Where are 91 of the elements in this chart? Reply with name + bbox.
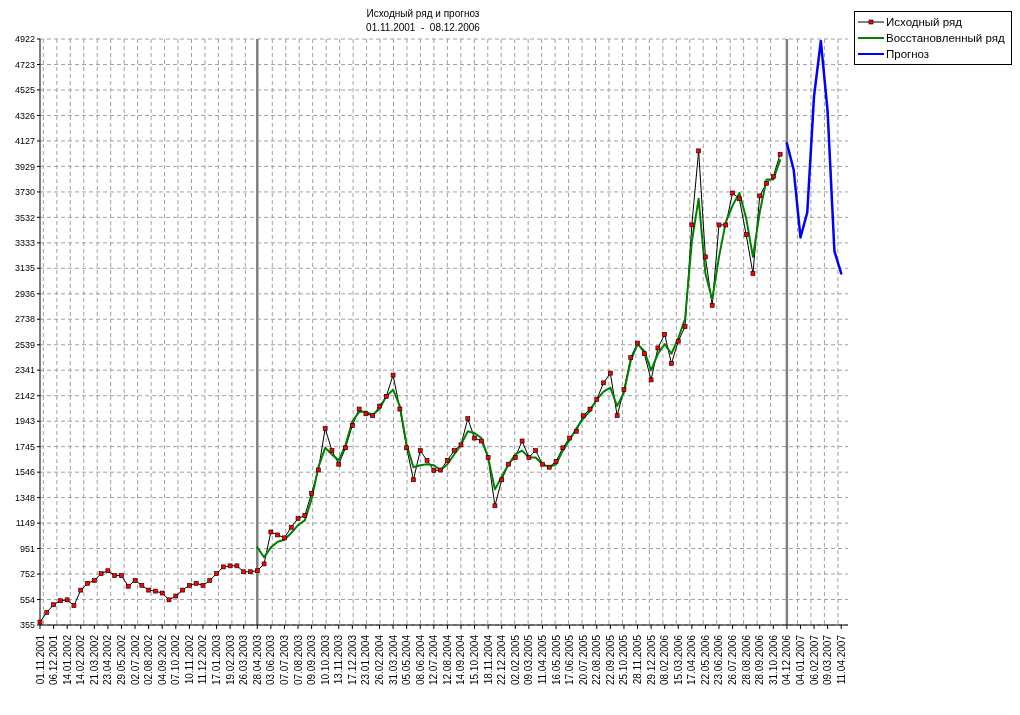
- x-tick-label: 07.08.2003: [292, 634, 304, 686]
- x-tick-label: 26.02.2004: [374, 634, 385, 686]
- x-tick-label: 09.03.2007: [822, 634, 834, 686]
- x-tick-label: 29.05.2002: [115, 634, 127, 686]
- x-tick-label: 15.03.2006: [672, 634, 684, 686]
- x-tick-label: 06.12.2001: [48, 634, 60, 686]
- chart-subtitle: 01.11.2001 - 08.12.2006: [365, 22, 481, 33]
- y-tick-label: 3532: [14, 212, 35, 223]
- chart-title: Исходный ряд и прогноз: [365, 8, 481, 19]
- x-tick-label: 04.12.2006: [781, 634, 793, 686]
- x-tick-label: 22.12.2004: [496, 634, 508, 686]
- legend-label: Восстановленный ряд: [886, 32, 1005, 44]
- x-tick-label: 29.12.2005: [645, 634, 657, 686]
- y-tick-label: 1348: [14, 492, 35, 503]
- x-tick-label: 22.09.2005: [604, 634, 616, 686]
- x-tick-label: 17.01.2003: [211, 634, 223, 686]
- x-tick-label: 13.11.2003: [333, 634, 345, 685]
- x-tick-label: 20.07.2005: [577, 634, 589, 686]
- x-tick-label: 19.02.2003: [224, 634, 236, 686]
- y-tick-label: 2142: [14, 390, 35, 401]
- x-tick-label: 17.12.2003: [346, 634, 358, 686]
- x-tick-label: 08.06.2004: [414, 634, 426, 686]
- x-tick-label: 28.08.2006: [740, 634, 752, 686]
- y-tick-label: 2738: [14, 314, 35, 325]
- x-tick-label: 09.03.2005: [523, 634, 535, 686]
- y-tick-label: 4127: [14, 136, 35, 147]
- y-tick-label: 2539: [14, 339, 35, 350]
- x-tick-label: 17.04.2006: [686, 634, 698, 686]
- x-tick-label: 02.02.2005: [509, 634, 521, 686]
- x-tick-label: 26.03.2003: [238, 634, 250, 686]
- y-tick-label: 1546: [14, 467, 35, 478]
- x-tick-label: 03.06.2003: [265, 634, 277, 686]
- legend-label: Исходный ряд: [886, 16, 962, 28]
- x-tick-label: 22.08.2005: [591, 634, 603, 686]
- x-tick-label: 14.09.2004: [455, 634, 467, 686]
- x-tick-label: 11.04.2007: [835, 634, 847, 685]
- x-tick-label: 14.01.2002: [61, 634, 73, 686]
- x-tick-label: 04.09.2002: [156, 634, 168, 686]
- x-tick-label: 11.04.2005: [536, 634, 548, 685]
- x-tick-label: 23.04.2002: [102, 634, 114, 686]
- x-tick-label: 16.05.2005: [550, 634, 562, 686]
- y-tick-label: 4326: [14, 110, 35, 121]
- x-tick-label: 28.09.2006: [754, 634, 766, 686]
- x-tick-label: 10.11.2002: [183, 634, 195, 685]
- x-tick-label: 14.02.2002: [75, 634, 87, 686]
- x-tick-label: 25.10.2005: [618, 634, 630, 686]
- y-tick-label: 951: [19, 543, 35, 554]
- x-tick-label: 17.06.2005: [564, 634, 576, 686]
- x-tick-label: 05.05.2004: [401, 634, 413, 686]
- x-tick-label: 07.10.2002: [170, 634, 182, 686]
- x-tick-label: 31.03.2004: [387, 634, 399, 686]
- x-tick-label: 18.11.2004: [482, 634, 494, 685]
- x-tick-label: 02.07.2002: [129, 634, 141, 686]
- y-tick-label: 554: [19, 594, 35, 605]
- y-tick-label: 2936: [14, 289, 35, 300]
- legend-label: Прогноз: [886, 48, 930, 60]
- y-tick-label: 1745: [14, 441, 35, 452]
- x-tick-label: 11.12.2002: [197, 634, 209, 685]
- x-tick-label: 26.07.2006: [727, 634, 739, 686]
- x-tick-label: 06.02.2007: [808, 634, 820, 686]
- x-tick-label: 12.08.2004: [441, 634, 453, 686]
- x-tick-label: 23.06.2006: [713, 634, 725, 686]
- x-tick-label: 07.07.2003: [278, 634, 290, 686]
- y-tick-label: 3333: [14, 238, 35, 249]
- y-tick-label: 752: [19, 569, 35, 580]
- x-tick-label: 22.05.2006: [699, 634, 711, 686]
- y-tick-label: 3929: [14, 161, 35, 172]
- x-tick-label: 31.10.2006: [767, 634, 779, 686]
- y-tick-label: 4723: [14, 59, 35, 70]
- x-tick-label: 04.01.2007: [794, 634, 806, 686]
- x-tick-label: 02.08.2002: [143, 634, 155, 686]
- x-tick-label: 08.02.2006: [659, 634, 671, 686]
- y-tick-label: 1943: [14, 416, 35, 427]
- x-tick-label: 15.10.2004: [469, 634, 481, 686]
- y-tick-label: 1149: [15, 518, 35, 529]
- y-tick-label: 355: [19, 620, 35, 631]
- line-series: [785, 39, 843, 275]
- y-tick-label: 3730: [14, 187, 35, 198]
- x-tick-label: 21.03.2002: [88, 634, 100, 686]
- x-tick-label: 09.09.2003: [306, 634, 318, 686]
- y-tick-label: 3135: [14, 263, 35, 274]
- x-tick-label: 28.11.2005: [632, 634, 644, 685]
- x-tick-label: 12.07.2004: [428, 634, 440, 686]
- line-series: [256, 159, 782, 559]
- y-tick-label: 4525: [14, 85, 35, 96]
- x-tick-label: 23.01.2004: [360, 634, 372, 686]
- x-tick-label: 10.10.2003: [319, 634, 331, 686]
- x-tick-label: 01.11.2001: [34, 634, 46, 685]
- y-tick-label: 4922: [14, 34, 35, 45]
- x-tick-label: 28.04.2003: [251, 634, 263, 686]
- y-tick-label: 2341: [14, 365, 35, 376]
